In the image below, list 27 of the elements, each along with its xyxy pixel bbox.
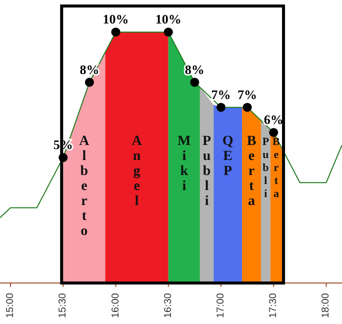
series-label: Publi [202, 134, 212, 209]
x-tick-label: 15:00 [5, 292, 16, 318]
data-label: 6% [264, 112, 284, 127]
data-label: 10% [155, 12, 182, 27]
x-tick-label: 16:00 [110, 292, 122, 318]
point [269, 128, 278, 137]
x-tick-label: 17:00 [215, 292, 226, 318]
series-label: Berta [272, 136, 281, 200]
series-label: Miki [178, 134, 191, 194]
point [84, 78, 94, 87]
data-label: 10% [102, 12, 129, 27]
series-label: Berta [246, 134, 256, 209]
series-label: Publi [262, 136, 270, 200]
point [190, 78, 200, 87]
x-tick-label: 16:30 [162, 292, 174, 318]
x-tick-label: 18:00 [320, 292, 332, 318]
point [164, 28, 173, 37]
x-tick-label: 17:30 [268, 292, 280, 318]
series-label: Alberto [79, 134, 90, 239]
series-label: Angel [132, 134, 143, 209]
x-tick-label: 15:30 [58, 292, 69, 318]
series-label: QEP [222, 134, 234, 179]
data-label: 7% [211, 86, 231, 102]
point [111, 28, 120, 37]
point [216, 102, 226, 112]
data-label: 7% [238, 86, 258, 102]
point [242, 102, 252, 112]
